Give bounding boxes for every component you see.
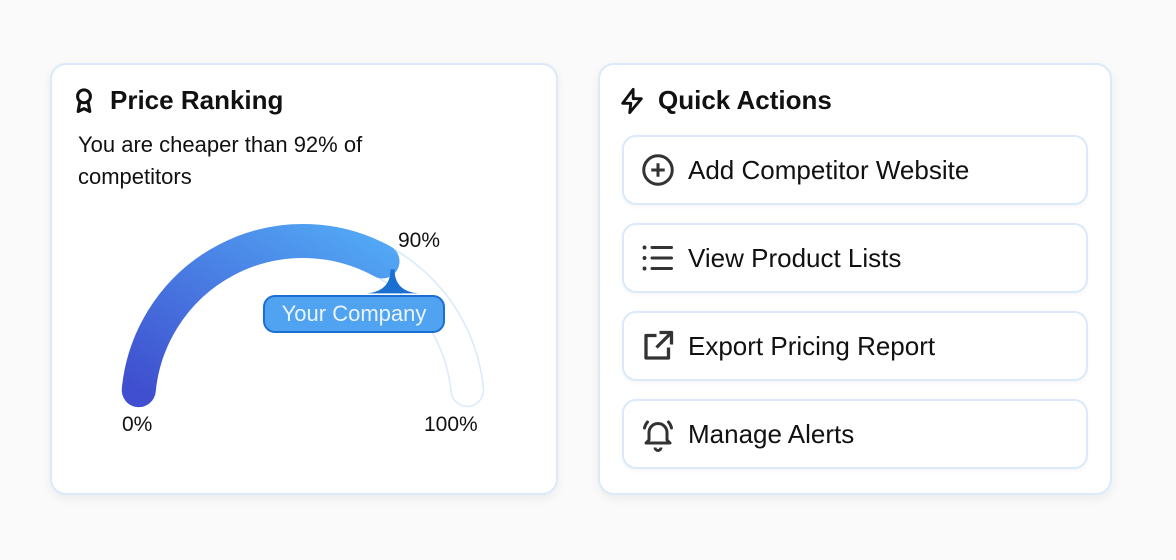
gauge-value-label: 90% bbox=[398, 229, 441, 252]
button-label: Export Pricing Report bbox=[688, 330, 936, 361]
ranking-summary: You are cheaper than 92% of competitors bbox=[78, 132, 363, 189]
quick-actions-card: Quick Actions Add Competitor Website Vie… bbox=[598, 63, 1112, 495]
gauge-min-label: 0% bbox=[122, 413, 153, 436]
plus-circle-icon bbox=[642, 154, 674, 186]
price-ranking-title: Price Ranking bbox=[110, 85, 284, 115]
price-ranking-header: Price Ranking bbox=[70, 85, 283, 116]
price-ranking-card: Price Ranking You are cheaper than 92% o… bbox=[50, 63, 558, 495]
manage-alerts-button[interactable]: Manage Alerts bbox=[622, 399, 1088, 469]
external-link-icon bbox=[644, 330, 674, 360]
marker-pointer bbox=[366, 269, 419, 294]
gauge-max-label: 100% bbox=[424, 413, 478, 436]
lightning-icon bbox=[621, 87, 643, 114]
quick-actions-header: Quick Actions bbox=[618, 85, 832, 116]
gauge-fill bbox=[121, 224, 400, 408]
bell-ringing-icon bbox=[643, 420, 673, 452]
export-pricing-report-button[interactable]: Export Pricing Report bbox=[622, 311, 1088, 381]
add-competitor-website-button[interactable]: Add Competitor Website bbox=[622, 135, 1088, 205]
button-label: Add Competitor Website bbox=[688, 154, 970, 185]
award-icon bbox=[76, 87, 92, 113]
quick-actions-title: Quick Actions bbox=[658, 85, 832, 115]
button-label: View Product Lists bbox=[688, 242, 902, 273]
your-company-marker: Your Company bbox=[263, 295, 445, 333]
list-icon bbox=[642, 245, 673, 271]
button-label: Manage Alerts bbox=[688, 418, 855, 449]
view-product-lists-button[interactable]: View Product Lists bbox=[622, 223, 1088, 293]
